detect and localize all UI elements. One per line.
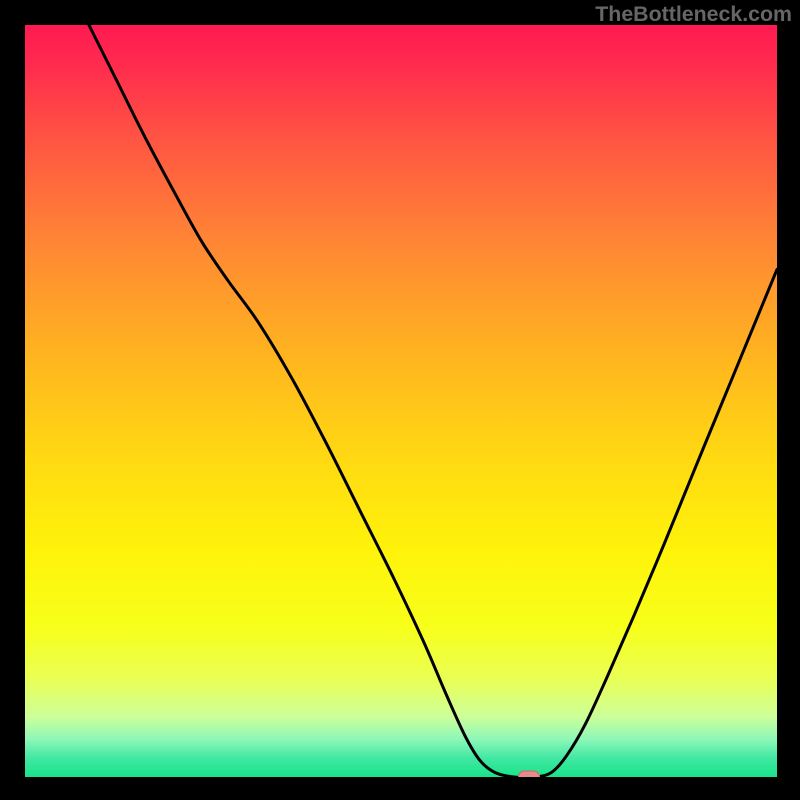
plot-area: [25, 25, 777, 777]
curve-path: [89, 25, 777, 777]
chart-canvas: TheBottleneck.com: [0, 0, 800, 800]
bottleneck-curve: [25, 25, 777, 777]
watermark-text: TheBottleneck.com: [595, 2, 792, 27]
plot-outer: [25, 25, 777, 777]
optimal-marker: [518, 771, 540, 778]
